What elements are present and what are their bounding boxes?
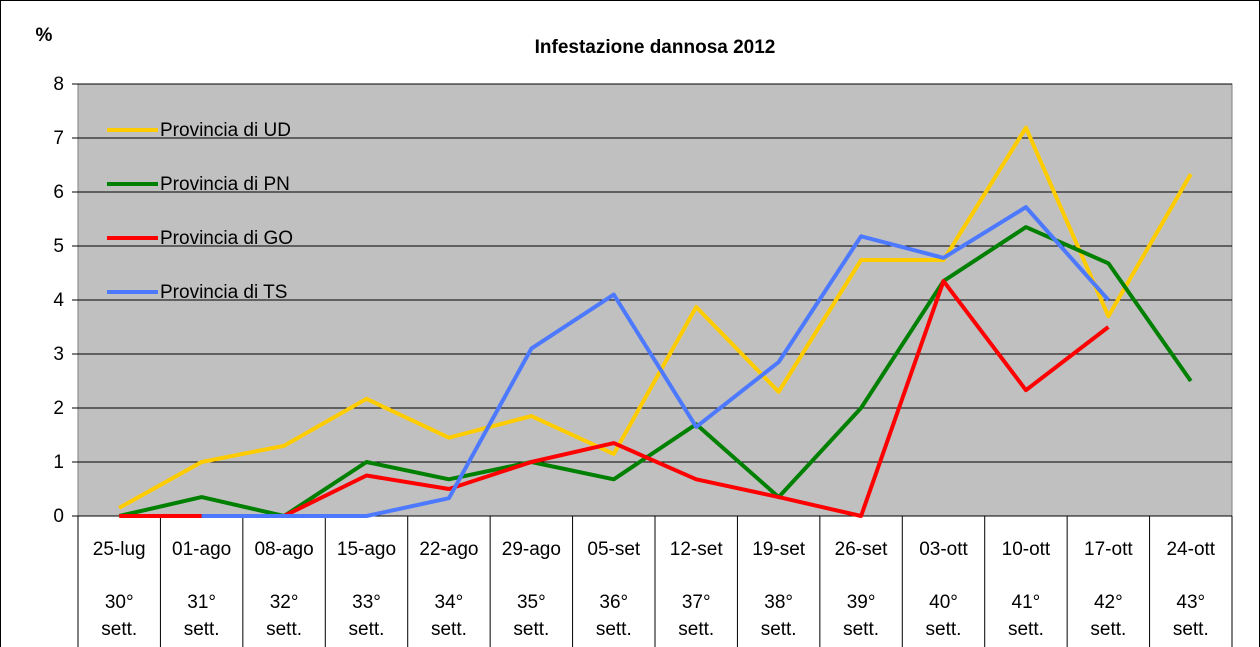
x-tick-label: sett. [184,619,220,640]
legend-label: Provincia di PN [160,174,290,195]
series-line [118,125,1193,510]
x-tick-label: 03-ott [919,539,968,560]
y-tick-label: 3 [53,344,64,365]
y-tick-label: 1 [53,452,64,473]
x-tick-label: 10-ott [1002,539,1051,560]
x-tick-label: sett. [596,619,632,640]
x-tick-label: 35° [517,592,546,613]
legend-label: Provincia di GO [160,228,293,249]
x-tick-label: sett. [431,619,467,640]
x-tick-label: sett. [1008,619,1044,640]
x-tick-label: 08-ago [254,539,313,560]
y-tick-label: 8 [53,74,64,95]
y-tick-label: 6 [53,182,64,203]
x-tick-label: 22-ago [419,539,478,560]
series-line [118,225,1193,518]
x-tick-label: 43° [1176,592,1205,613]
x-tick-label: 25-lug [93,539,146,560]
x-tick-label: 26-set [835,539,889,560]
x-tick-label: 01-ago [172,539,231,560]
x-tick-label: 30° [105,592,134,613]
x-tick-label: 33° [352,592,381,613]
chart-title: Infestazione dannosa 2012 [535,37,776,58]
x-tick-label: 42° [1094,592,1123,613]
x-tick-label: sett. [1090,619,1126,640]
y-tick-label: 2 [53,398,64,419]
legend-label: Provincia di UD [160,120,291,141]
x-tick-label: sett. [843,619,879,640]
x-tick-label: 41° [1012,592,1041,613]
x-tick-label: sett. [761,619,797,640]
x-tick-label: 36° [599,592,628,613]
x-tick-label: 32° [270,592,299,613]
y-tick-label: 5 [53,236,64,257]
x-tick-label: 34° [435,592,464,613]
legend-label: Provincia di TS [160,282,287,303]
x-tick-label: 31° [187,592,216,613]
y-tick-label: 4 [53,290,64,311]
x-tick-label: 17-ott [1084,539,1133,560]
x-tick-label: 38° [764,592,793,613]
x-tick-label: 39° [847,592,876,613]
x-tick-label: 19-set [752,539,806,560]
y-axis-label: % [36,25,53,46]
x-tick-label: sett. [1173,619,1209,640]
x-tick-label: sett. [513,619,549,640]
x-tick-label: sett. [266,619,302,640]
x-tick-label: 37° [682,592,711,613]
y-tick-label: 0 [53,506,64,527]
x-tick-label: sett. [926,619,962,640]
x-tick-label: 12-set [670,539,724,560]
series-line [201,205,1110,518]
x-tick-label: 29-ago [502,539,561,560]
x-tick-label: sett. [349,619,385,640]
y-tick-label: 7 [53,128,64,149]
x-tick-label: 40° [929,592,958,613]
x-tick-label: 15-ago [337,539,396,560]
x-tick-label: sett. [101,619,137,640]
x-tick-label: 05-set [587,539,641,560]
x-tick-label: sett. [678,619,714,640]
x-tick-label: 24-ott [1166,539,1215,560]
